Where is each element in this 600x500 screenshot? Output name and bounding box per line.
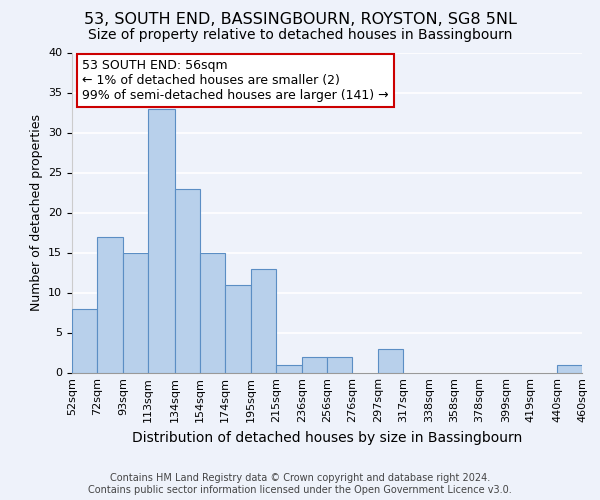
Text: Contains HM Land Registry data © Crown copyright and database right 2024.
Contai: Contains HM Land Registry data © Crown c… bbox=[88, 474, 512, 495]
Text: 53 SOUTH END: 56sqm
← 1% of detached houses are smaller (2)
99% of semi-detached: 53 SOUTH END: 56sqm ← 1% of detached hou… bbox=[82, 59, 389, 102]
Bar bbox=[199, 252, 224, 372]
Text: Size of property relative to detached houses in Bassingbourn: Size of property relative to detached ho… bbox=[88, 28, 512, 42]
Bar bbox=[302, 356, 327, 372]
Text: 53, SOUTH END, BASSINGBOURN, ROYSTON, SG8 5NL: 53, SOUTH END, BASSINGBOURN, ROYSTON, SG… bbox=[83, 12, 517, 28]
Bar bbox=[276, 364, 302, 372]
Bar bbox=[175, 188, 199, 372]
Bar bbox=[123, 252, 148, 372]
Y-axis label: Number of detached properties: Number of detached properties bbox=[29, 114, 43, 311]
Bar bbox=[224, 284, 251, 372]
Bar bbox=[251, 268, 276, 372]
Bar bbox=[378, 348, 403, 372]
Bar bbox=[97, 236, 123, 372]
Bar bbox=[327, 356, 352, 372]
X-axis label: Distribution of detached houses by size in Bassingbourn: Distribution of detached houses by size … bbox=[132, 431, 522, 445]
Bar bbox=[557, 364, 582, 372]
Bar bbox=[148, 108, 175, 372]
Bar bbox=[72, 308, 97, 372]
